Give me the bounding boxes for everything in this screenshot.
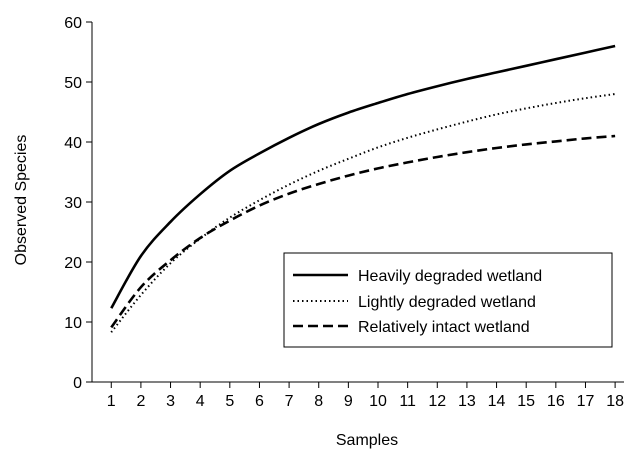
y-tick-label: 60 [64, 15, 82, 32]
x-tick-label: 11 [399, 393, 416, 410]
legend-label-lightly-degraded: Lightly degraded wetland [358, 294, 536, 311]
y-tick-label: 30 [64, 195, 82, 212]
y-tick-label: 20 [64, 255, 82, 272]
x-axis: 1 2 3 4 5 6 7 8 9 10 11 12 13 14 15 16 17 18 [92, 381, 624, 410]
series-lines [110, 44, 616, 333]
y-tick-label: 50 [64, 75, 82, 92]
x-tick-label: 5 [225, 393, 234, 410]
legend: Heavily degraded wetland Lightly degrade… [283, 252, 613, 348]
legend-label-heavily-degraded: Heavily degraded wetland [358, 268, 542, 285]
x-tick-label: 7 [285, 393, 294, 410]
x-axis-title: Samples [336, 432, 398, 449]
x-tick-label: 6 [255, 393, 264, 410]
x-tick-label: 4 [196, 393, 205, 410]
x-tick-label: 13 [458, 393, 476, 410]
x-tick-label: 12 [428, 393, 446, 410]
x-tick-label: 16 [547, 393, 565, 410]
x-tick-label: 3 [166, 393, 175, 410]
y-tick-label: 0 [73, 375, 82, 392]
series-relatively-intact-line [110, 134, 616, 329]
x-tick-label: 14 [488, 393, 506, 410]
y-tick-label: 10 [64, 315, 82, 332]
x-tick-label: 2 [136, 393, 145, 410]
y-axis: 0 10 20 30 40 50 60 [64, 15, 93, 392]
legend-label-relatively-intact: Relatively intact wetland [358, 319, 530, 336]
x-tick-label: 10 [369, 393, 387, 410]
y-axis-title: Observed Species [13, 135, 30, 266]
x-tick-label: 1 [107, 393, 116, 410]
x-tick-label: 17 [577, 393, 595, 410]
x-tick-label: 15 [517, 393, 535, 410]
series-heavily-degraded-line [110, 44, 616, 309]
x-tick-label: 18 [606, 393, 624, 410]
y-tick-label: 40 [64, 135, 82, 152]
x-tick-label: 8 [314, 393, 323, 410]
x-tick-label: 9 [344, 393, 353, 410]
